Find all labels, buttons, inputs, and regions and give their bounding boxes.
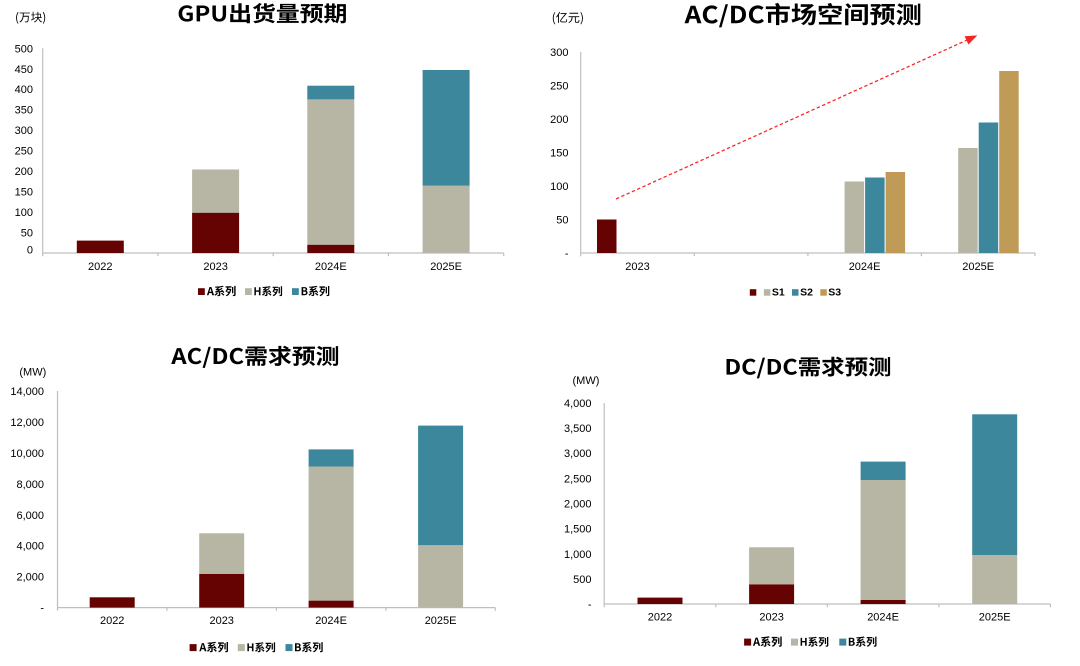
svg-text:100: 100 — [15, 207, 33, 219]
svg-text:1,000: 1,000 — [564, 549, 592, 561]
svg-text:2024E: 2024E — [315, 615, 347, 627]
svg-text:2025E: 2025E — [430, 261, 462, 273]
svg-text:2022: 2022 — [88, 261, 112, 273]
svg-text:4,000: 4,000 — [16, 541, 44, 553]
svg-text:2024E: 2024E — [315, 261, 347, 273]
svg-text:2,000: 2,000 — [564, 499, 592, 511]
svg-text:2023: 2023 — [759, 612, 783, 624]
svg-text:500: 500 — [15, 43, 33, 55]
svg-text:300: 300 — [550, 47, 568, 59]
svg-text:12,000: 12,000 — [10, 417, 44, 429]
svg-text:50: 50 — [556, 215, 568, 227]
svg-text:100: 100 — [550, 181, 568, 193]
svg-text:10,000: 10,000 — [10, 448, 44, 460]
svg-text:50: 50 — [21, 228, 33, 240]
svg-text:350: 350 — [15, 105, 33, 117]
svg-text:300: 300 — [15, 125, 33, 137]
svg-text:2022: 2022 — [648, 612, 672, 624]
svg-text:500: 500 — [573, 574, 591, 586]
svg-text:2,500: 2,500 — [564, 473, 592, 485]
svg-text:2023: 2023 — [625, 261, 649, 273]
svg-text:2024E: 2024E — [849, 261, 881, 273]
svg-text:400: 400 — [15, 84, 33, 96]
svg-text:3,000: 3,000 — [564, 448, 592, 460]
svg-text:2025E: 2025E — [425, 615, 457, 627]
svg-text:200: 200 — [15, 166, 33, 178]
svg-text:(MW): (MW) — [573, 375, 600, 387]
svg-text:-: - — [588, 599, 592, 611]
svg-text:2,000: 2,000 — [16, 572, 44, 584]
svg-text:S3: S3 — [828, 286, 841, 298]
svg-text:2025E: 2025E — [979, 612, 1011, 624]
svg-text:(MW): (MW) — [19, 366, 46, 378]
svg-text:0: 0 — [27, 245, 33, 257]
svg-text:-: - — [40, 603, 44, 615]
svg-text:200: 200 — [550, 114, 568, 126]
svg-text:2025E: 2025E — [962, 261, 994, 273]
svg-text:250: 250 — [15, 146, 33, 158]
svg-text:2023: 2023 — [203, 261, 227, 273]
svg-text:2024E: 2024E — [867, 612, 899, 624]
svg-text:S2: S2 — [800, 286, 813, 298]
svg-text:8,000: 8,000 — [16, 479, 44, 491]
svg-text:6,000: 6,000 — [16, 510, 44, 522]
svg-text:S1: S1 — [772, 286, 785, 298]
svg-text:3,500: 3,500 — [564, 423, 592, 435]
svg-text:250: 250 — [550, 80, 568, 92]
svg-text:2022: 2022 — [100, 615, 124, 627]
svg-text:1,500: 1,500 — [564, 524, 592, 536]
svg-text:14,000: 14,000 — [10, 386, 44, 398]
svg-text:2023: 2023 — [209, 615, 233, 627]
svg-text:4,000: 4,000 — [564, 398, 592, 410]
svg-text:450: 450 — [15, 64, 33, 76]
svg-text:150: 150 — [550, 147, 568, 159]
svg-text:-: - — [565, 248, 569, 260]
svg-text:150: 150 — [15, 187, 33, 199]
